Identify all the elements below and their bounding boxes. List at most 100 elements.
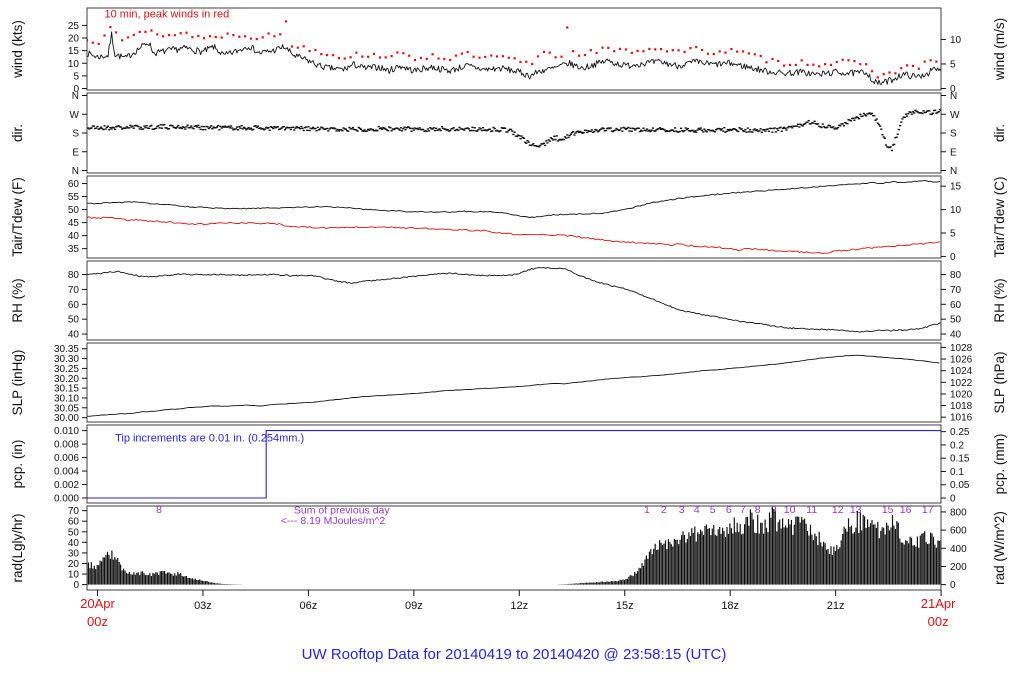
- x-axis: 03z06z09z12z15z18z21z20Apr00z21Apr00z: [80, 590, 956, 629]
- panel-slp: 30.0030.0530.1030.1530.2030.2530.3030.35…: [10, 343, 1007, 424]
- chart-title: UW Rooftop Data for 20140419 to 20140420…: [302, 646, 727, 663]
- y-tick-label-left: 25: [68, 21, 80, 32]
- y-tick-label-left: 50: [68, 527, 80, 538]
- y-tick-label-right: 1022: [950, 378, 973, 389]
- y-tick-label-left: 50: [68, 315, 80, 326]
- y-tick-label-left: 20: [68, 559, 80, 570]
- y-tick-label-right: 15: [950, 182, 962, 193]
- y-tick-label-left: 30.25: [54, 364, 79, 375]
- axis-label-right-slp: SLP (hPa): [992, 351, 1007, 413]
- y-tick-label-left: E: [72, 147, 79, 158]
- axis-label-right-rad: rad (W/m^2): [992, 511, 1007, 585]
- y-tick-label-right: 60: [950, 300, 962, 311]
- y-tick-label-left: 40: [68, 538, 80, 549]
- panel-rh: 40506070804050607080RH (%)RH (%): [10, 261, 1007, 341]
- y-tick-label-left: 30.15: [54, 384, 79, 395]
- y-tick-label-left: 0.004: [54, 467, 79, 478]
- annotation-rad: 7: [740, 504, 746, 516]
- axis-label-left-slp: SLP (inHg): [10, 350, 25, 416]
- y-tick-label-right: N: [950, 91, 957, 102]
- y-tick-label-right: E: [950, 147, 957, 158]
- x-tick-label: 09z: [405, 600, 423, 612]
- axis-label-left-wind: wind (kts): [10, 20, 25, 79]
- x-tick-label: 15z: [616, 600, 634, 612]
- y-tick-label-right: 1018: [950, 401, 973, 412]
- y-tick-label-left: 50: [68, 205, 80, 216]
- panel-pcp: 0.0000.0020.0040.0060.0080.01000.050.10.…: [10, 425, 1007, 505]
- x-date-label: 00z: [87, 614, 108, 629]
- y-tick-label-right: 1016: [950, 413, 973, 424]
- y-tick-label-left: 80: [68, 270, 80, 281]
- y-tick-label-right: 0: [950, 580, 956, 591]
- y-tick-label-left: 35: [68, 244, 80, 255]
- y-tick-label-right: 5: [950, 229, 956, 240]
- y-tick-label-left: 15: [68, 46, 80, 57]
- x-tick-label: 03z: [194, 600, 212, 612]
- y-tick-label-right: 0: [950, 494, 956, 505]
- y-tick-label-left: 30.35: [54, 344, 79, 355]
- y-tick-label-left: N: [72, 91, 79, 102]
- annotation-rad: 1: [644, 504, 650, 516]
- y-tick-label-left: 70: [68, 285, 80, 296]
- y-tick-label-right: 0.05: [950, 480, 970, 491]
- y-tick-label-left: 0.010: [54, 426, 79, 437]
- annotation-rad: 5: [710, 504, 716, 516]
- annotation-rad: 8: [156, 504, 162, 516]
- y-tick-label-left: 60: [68, 179, 80, 190]
- panel-frame-rh: [87, 261, 941, 340]
- panel-dir: NESWNNESWNdir.dir.: [10, 91, 1007, 177]
- annotation-rad: 17: [922, 504, 934, 516]
- x-date-label: 21Apr: [921, 596, 956, 611]
- y-tick-label-right: 0.25: [950, 427, 970, 438]
- y-tick-label-left: 60: [68, 300, 80, 311]
- y-tick-label-left: 70: [68, 506, 80, 517]
- y-tick-label-right: 0.15: [950, 454, 970, 465]
- annotation-rad: 12: [832, 504, 844, 516]
- annotation-wind: 10 min, peak winds in red: [105, 8, 230, 20]
- y-tick-label-right: 0.1: [950, 467, 964, 478]
- meteogram-canvas: UW Rooftop Data for 20140419 to 20140420…: [0, 0, 1024, 700]
- y-tick-label-left: 60: [68, 517, 80, 528]
- panel-rad: 0102030405060700200400600800rad(Lgly/hr)…: [10, 504, 1007, 591]
- y-tick-label-right: 0.2: [950, 440, 964, 451]
- y-tick-label-left: 0.006: [54, 453, 79, 464]
- y-tick-label-right: 400: [950, 544, 967, 555]
- y-tick-label-left: 45: [68, 218, 80, 229]
- axis-label-right-temp: Tair/Tdew (C): [992, 176, 1007, 257]
- annotation-rad: 10: [784, 504, 796, 516]
- panel-frame-slp: [87, 343, 941, 422]
- x-tick-label: 21z: [827, 600, 845, 612]
- y-tick-label-left: 40: [68, 330, 80, 341]
- annotation-rad: 6: [726, 504, 732, 516]
- annotation-rad: <--- 8.19 MJoules/m^2: [281, 515, 386, 527]
- panel-frame-temp: [87, 176, 941, 258]
- annotation-rad: 3: [679, 504, 685, 516]
- y-tick-label-right: 600: [950, 526, 967, 537]
- axis-label-left-rh: RH (%): [10, 278, 25, 322]
- y-tick-label-left: 55: [68, 192, 80, 203]
- axis-label-right-rh: RH (%): [992, 278, 1007, 322]
- annotation-rad: 16: [900, 504, 912, 516]
- y-tick-label-left: 30.30: [54, 354, 79, 365]
- axis-label-right-wind: wind (m/s): [992, 18, 1007, 81]
- y-tick-label-right: 50: [950, 315, 962, 326]
- y-tick-label-right: 70: [950, 285, 962, 296]
- y-tick-label-right: 1028: [950, 343, 973, 354]
- y-tick-label-right: 200: [950, 562, 967, 573]
- x-date-label: 00z: [928, 614, 949, 629]
- y-tick-label-left: 40: [68, 231, 80, 242]
- y-tick-label-right: 0: [950, 252, 956, 263]
- y-tick-label-left: 20: [68, 34, 80, 45]
- y-tick-label-left: 0.008: [54, 440, 79, 451]
- axis-label-right-pcp: pcp. (mm): [992, 434, 1007, 495]
- axis-label-right-dir: dir.: [992, 124, 1007, 142]
- annotation-rad: 4: [694, 504, 700, 516]
- annotation-rad: 2: [661, 504, 667, 516]
- y-tick-label-left: S: [72, 129, 79, 140]
- y-tick-label-right: S: [950, 129, 957, 140]
- y-tick-label-left: 30.10: [54, 393, 79, 404]
- annotation-rad: 15: [882, 504, 894, 516]
- y-tick-label-left: 0: [73, 580, 79, 591]
- annotation-pcp: Tip increments are 0.01 in. (0.254mm.): [115, 432, 304, 444]
- y-tick-label-right: 1024: [950, 366, 973, 377]
